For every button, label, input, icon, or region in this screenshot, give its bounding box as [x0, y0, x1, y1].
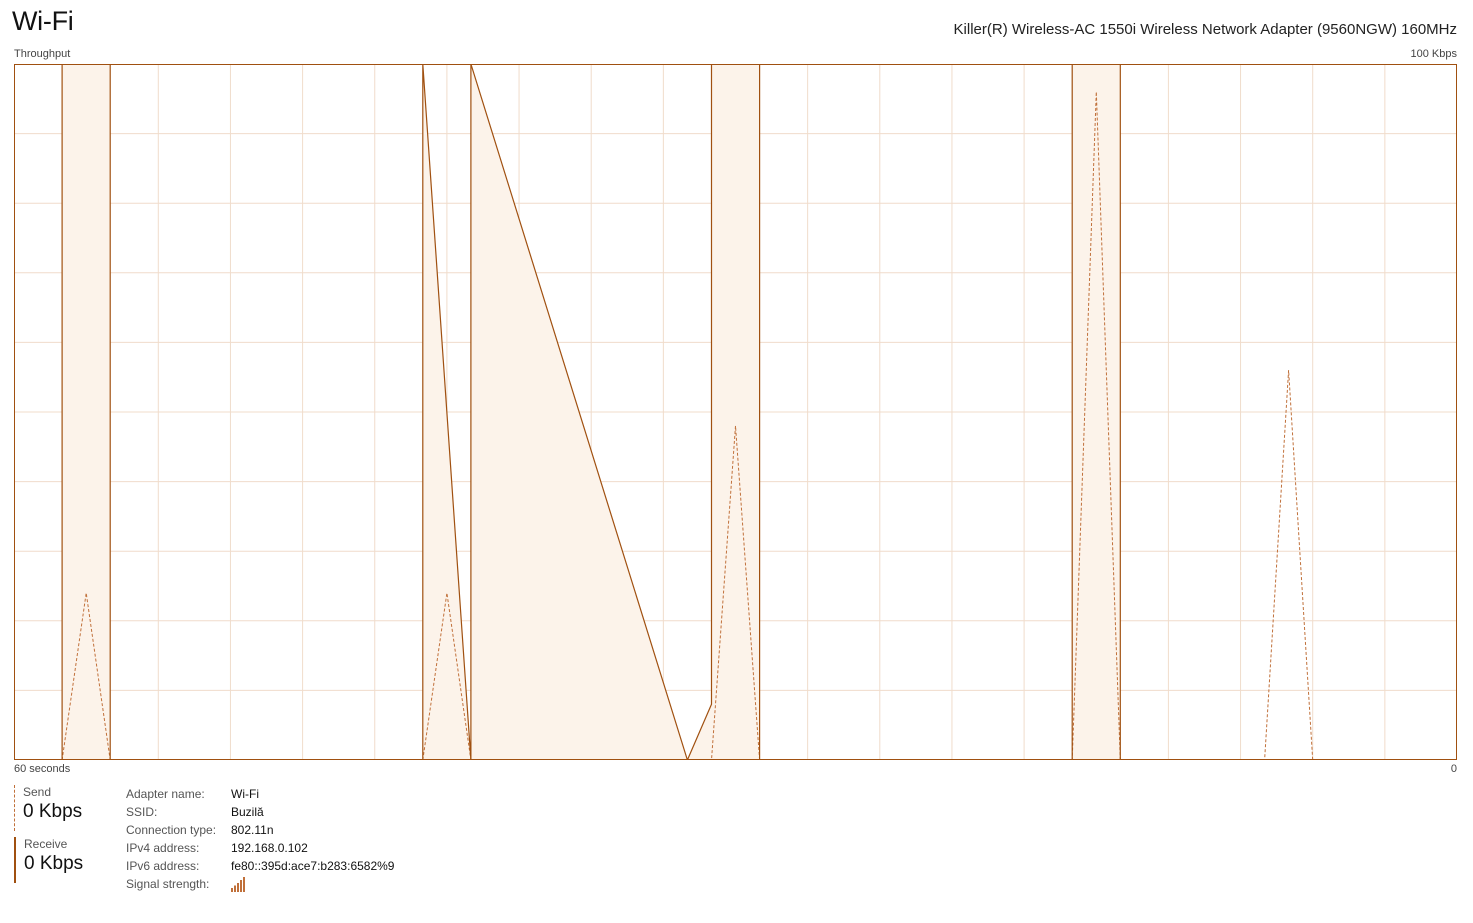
detail-label: SSID: [126, 805, 158, 819]
detail-label: IPv6 address: [126, 859, 200, 873]
receive-label: Receive [24, 837, 68, 851]
send-label: Send [23, 785, 52, 799]
detail-value: Wi-Fi [231, 787, 259, 801]
detail-ipv4: IPv4 address: 192.168.0.102 [126, 839, 394, 857]
y-axis-max-label: 100 Kbps [1410, 48, 1457, 60]
detail-value: Buzilă [231, 805, 264, 819]
adapter-model-name: Killer(R) Wireless-AC 1550i Wireless Net… [953, 21, 1457, 38]
receive-series-line [61, 64, 1121, 760]
signal-strength-icon [231, 877, 245, 893]
send-value: 0 Kbps [23, 801, 83, 822]
detail-value: 192.168.0.102 [231, 841, 308, 855]
detail-label: Connection type: [126, 823, 217, 837]
detail-connection-type: Connection type: 802.11n [126, 821, 394, 839]
receive-series-fill [62, 64, 1121, 760]
window-title: Wi-Fi [12, 6, 74, 36]
detail-ipv6: IPv6 address: fe80::395d:ace7:b283:6582%… [126, 857, 394, 875]
detail-label: IPv4 address: [126, 841, 200, 855]
adapter-details: Adapter name: Wi-Fi SSID: Buzilă Connect… [126, 785, 394, 893]
detail-ssid: SSID: Buzilă [126, 803, 394, 821]
x-axis-label: 60 seconds [14, 763, 71, 775]
detail-adapter-name: Adapter name: Wi-Fi [126, 785, 394, 803]
send-stat: Send 0 Kbps [14, 785, 82, 831]
detail-signal-strength: Signal strength: [126, 875, 394, 893]
detail-value: 802.11n [231, 823, 274, 837]
receive-stat: Receive 0 Kbps [14, 837, 83, 883]
detail-value: fe80::395d:ace7:b283:6582%9 [231, 859, 395, 873]
receive-value: 0 Kbps [24, 853, 84, 874]
y-axis-min-label: 0 [1450, 763, 1457, 775]
detail-label: Signal strength: [126, 877, 210, 891]
y-axis-label: Throughput [14, 48, 71, 60]
throughput-graph [14, 64, 1457, 760]
signal-strength-value [231, 875, 247, 893]
graph-border [14, 64, 1457, 760]
detail-label: Adapter name: [126, 787, 205, 801]
